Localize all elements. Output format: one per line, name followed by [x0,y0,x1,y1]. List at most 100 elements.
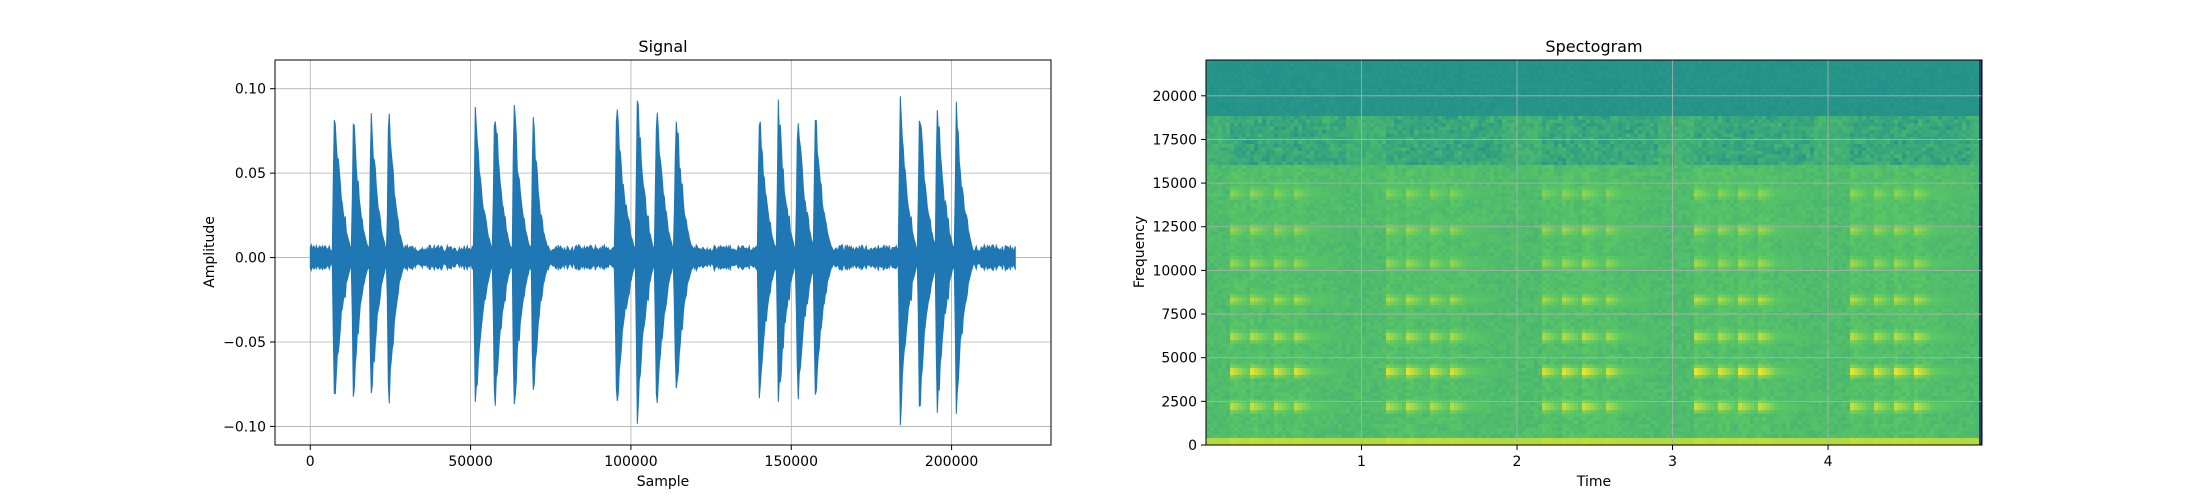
spectrogram-cell [1342,256,1347,260]
spectrogram-cell [1342,235,1347,239]
spectrogram-cell [1214,326,1219,330]
spectrogram-cell [1246,252,1251,257]
spectrogram-cell [1214,378,1219,383]
spectrogram-cell [1358,252,1363,257]
spectrogram-cell [1326,322,1331,327]
spectrogram-cell [1294,410,1299,414]
spectrogram-cell [1242,200,1247,204]
spectrogram-cell [1218,406,1223,411]
spectrogram-cell [1234,137,1239,141]
spectrogram-cell [1214,368,1219,372]
spectrogram-cell [1302,343,1307,348]
spectrogram-cell [1294,112,1299,117]
spectrogram-cell [1254,221,1259,225]
spectrogram-cell [1238,70,1243,75]
spectrogram-cell [1378,74,1383,78]
spectrogram-cell [1270,431,1275,435]
spectrogram-cell [1246,371,1251,376]
spectrogram-cell [1286,214,1291,218]
spectrogram-cell [1322,63,1327,68]
spectrogram-cell [1330,161,1335,166]
spectrogram-cell [1338,434,1343,439]
spectrogram-cell [1326,235,1331,239]
spectrogram-cell [1302,67,1307,71]
signal-x-ticks: 0 50000 100000 150000 200000 [306,445,978,470]
spectrogram-cell [1238,95,1243,99]
spectrogram-cell [1218,294,1223,299]
spectrogram-cell [1366,287,1371,292]
spectrogram-cell [1358,389,1363,393]
spectrogram-cell [1214,375,1219,379]
spectrogram-cell [1310,378,1315,383]
spectrogram-cell [1210,371,1215,376]
spectrogram-cell [1334,326,1339,330]
spectrogram-cell [1214,294,1219,299]
spectrogram-cell [1214,109,1219,113]
spectrogram-cell [1354,256,1359,260]
spectrogram-cell [1206,91,1211,96]
spectrogram-cell [1326,242,1331,246]
spectrogram-cell [1306,308,1311,313]
spectrogram-cell [1370,123,1375,127]
spectrogram-cell [1302,378,1307,383]
spectrogram-cell [1214,60,1219,64]
spectrogram-cell [1378,284,1383,288]
spectrogram-cell [1346,168,1351,173]
spectrogram-cell [1238,417,1243,421]
spectrogram-cell [1270,277,1275,281]
spectrogram-cell [1218,305,1223,309]
spectrogram-cell [1302,70,1307,75]
spectrogram-cell [1350,340,1355,344]
spectrogram-cell [1354,389,1359,393]
spectrogram-cell [1346,235,1351,239]
spectrogram-cell [1378,126,1383,131]
spectrogram-cell [1330,144,1335,148]
spectrogram-cell [1306,364,1311,369]
spectrogram-cell [1354,203,1359,208]
spectrogram-cell [1358,378,1363,383]
spectrogram-cell [1230,203,1235,208]
spectrogram-cell [1238,119,1243,124]
spectrogram-cell [1330,273,1335,278]
spectrogram-cell [1214,67,1219,71]
spectrogram-cell [1270,368,1275,372]
spectrogram-cell [1330,231,1335,236]
spectrogram-cell [1238,196,1243,201]
spectrogram-cell [1282,105,1287,110]
spectrogram-cell [1254,396,1259,400]
spectrogram-cell [1290,413,1295,418]
spectrogram-cell [1378,210,1383,215]
spectrogram-cell [1374,238,1379,243]
spectrogram-cell [1318,308,1323,313]
spectrogram-cell [1342,84,1347,89]
spectrogram-cell [1310,406,1315,411]
spectrogram-cell [1254,161,1259,166]
spectrogram-cell [1330,343,1335,348]
spectrogram-cell [1346,410,1351,414]
spectrogram-cell [1338,340,1343,344]
spectrogram-cell [1322,368,1327,372]
spectrogram-cell [1250,378,1255,383]
spectrogram-cell [1366,214,1371,218]
spectrogram-cell [1234,340,1239,344]
spectrogram-cell [1358,410,1363,414]
spectrogram-cell [1242,67,1247,71]
spectrogram-cell [1358,375,1363,379]
spectrogram-cell [1358,119,1363,124]
spectrogram-cell [1266,175,1271,180]
spectrogram-cell [1210,273,1215,278]
spectrogram-cell [1274,298,1279,302]
spectrogram-cell [1374,60,1379,64]
spectrogram-cell [1326,305,1331,309]
spectrogram-cell [1382,350,1387,355]
spectrogram-cell [1234,361,1239,365]
spectrogram-cell [1222,322,1227,327]
spectrogram-cell [1238,165,1243,169]
spectrogram-cell [1218,84,1223,89]
spectrogram-cell [1358,175,1363,180]
spectrogram-cell [1326,410,1331,414]
spectrogram-cell [1238,81,1243,85]
spectrogram-cell [1326,67,1331,71]
spectrogram-cell [1306,67,1311,71]
spectrogram-cell [1258,126,1263,131]
